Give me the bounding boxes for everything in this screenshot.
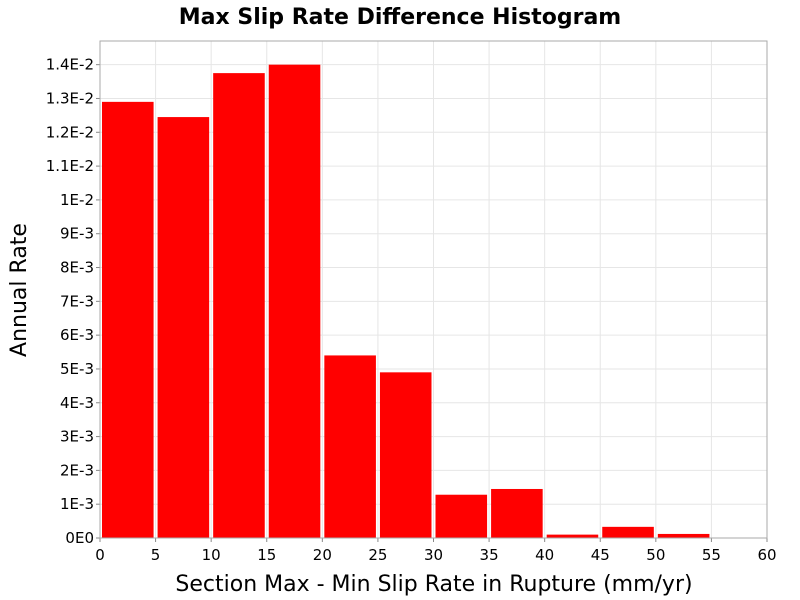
x-tick-label: 40 — [535, 546, 554, 564]
x-tick-label: 30 — [424, 546, 443, 564]
y-tick-label: 6E-3 — [60, 326, 94, 344]
histogram-bar — [435, 494, 488, 538]
x-axis-label: Section Max - Min Slip Rate in Rupture (… — [175, 572, 692, 597]
x-tick-label: 60 — [757, 546, 776, 564]
y-tick-label: 2E-3 — [60, 461, 94, 479]
y-tick-label: 1.4E-2 — [46, 56, 94, 74]
y-tick-label: 9E-3 — [60, 225, 94, 243]
histogram-bar — [602, 526, 654, 538]
x-axis-ticks: 0 5 10 15 20 25 30 35 40 45 50 55 60 — [95, 538, 777, 564]
y-tick-label: 4E-3 — [60, 394, 94, 412]
y-tick-label: 1.1E-2 — [46, 157, 94, 175]
x-tick-label: 15 — [257, 546, 276, 564]
histogram-bar — [546, 534, 599, 538]
plot-border — [99, 40, 768, 539]
histogram-bar — [213, 73, 265, 538]
x-tick-label: 20 — [313, 546, 332, 564]
bars — [102, 64, 710, 539]
y-tick-label: 3E-3 — [60, 428, 94, 446]
x-tick-label: 50 — [646, 546, 665, 564]
histogram-bar — [268, 64, 321, 539]
histogram-bar — [491, 488, 543, 538]
histogram-bar — [379, 372, 432, 538]
histogram-bar — [157, 117, 210, 539]
x-tick-label: 45 — [591, 546, 610, 564]
chart-title: Max Slip Rate Difference Histogram — [179, 5, 621, 30]
y-tick-label: 0E0 — [65, 529, 94, 547]
x-tick-label: 35 — [480, 546, 499, 564]
x-tick-label: 25 — [368, 546, 387, 564]
y-tick-label: 8E-3 — [60, 259, 94, 277]
histogram-bar — [102, 101, 154, 538]
y-axis-ticks: 0E0 1E-3 2E-3 3E-3 4E-3 5E-3 6E-3 7E-3 8E-3 9E-3 1… — [46, 56, 100, 547]
x-tick-label: 55 — [702, 546, 721, 564]
y-tick-label: 7E-3 — [60, 292, 94, 310]
y-tick-label: 1E-2 — [60, 191, 94, 209]
y-axis-label: Annual Rate — [7, 223, 32, 357]
y-tick-label: 5E-3 — [60, 360, 94, 378]
x-tick-label: 10 — [202, 546, 221, 564]
histogram-bar — [657, 533, 710, 538]
y-tick-label: 1.3E-2 — [46, 89, 94, 107]
x-tick-label: 0 — [95, 546, 105, 564]
histogram-bar — [324, 355, 376, 538]
y-tick-label: 1E-3 — [60, 495, 94, 513]
y-tick-label: 1.2E-2 — [46, 123, 94, 141]
x-tick-label: 5 — [151, 546, 161, 564]
